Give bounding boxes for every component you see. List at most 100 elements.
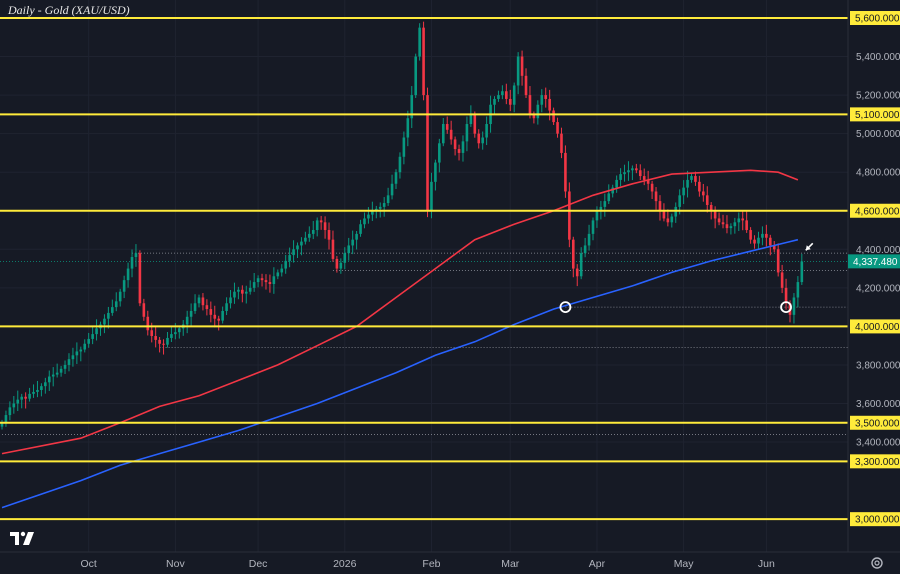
candle-body: [51, 374, 55, 377]
candle-body: [796, 282, 800, 298]
candle-body: [410, 95, 414, 119]
candle-body: [111, 307, 114, 313]
settings-gear-icon[interactable]: [870, 556, 884, 570]
candle-body: [765, 233, 768, 238]
candle-body: [327, 230, 331, 240]
candle-body: [308, 233, 311, 238]
candle-body: [355, 233, 358, 240]
candle-body: [36, 390, 39, 392]
candle-body: [564, 152, 567, 192]
candle-body: [572, 239, 575, 269]
candle-body: [339, 262, 343, 269]
candle-body: [256, 278, 260, 283]
candle-body: [382, 203, 386, 207]
candle-body: [260, 278, 264, 281]
price-tick-label: 3,400.000: [856, 438, 900, 449]
candle-body: [217, 318, 220, 321]
candle-body: [280, 268, 284, 273]
candle-body: [619, 174, 622, 180]
candle-body: [603, 201, 607, 207]
candle-body: [87, 338, 90, 344]
candle-body: [122, 280, 126, 292]
tradingview-logo-icon[interactable]: [9, 530, 35, 546]
candle-body: [174, 332, 177, 335]
candle-body: [154, 336, 157, 340]
candle-body: [635, 168, 638, 171]
level-price-tag: [850, 415, 900, 430]
candle-body: [749, 230, 752, 240]
candle-body: [359, 224, 362, 234]
candle-body: [568, 191, 571, 240]
candle-body: [28, 393, 31, 399]
candle-body: [418, 27, 421, 57]
candle-body: [166, 337, 169, 345]
candle-body: [477, 133, 481, 144]
candle-body: [520, 56, 524, 76]
candle-body: [252, 282, 256, 288]
candle-body: [268, 282, 272, 284]
time-tick-label: 2026: [333, 558, 357, 570]
candle-body: [587, 233, 591, 246]
candle-body: [292, 249, 295, 256]
level-price-label: 3,300.000: [855, 457, 900, 468]
candle-body: [713, 210, 717, 219]
candle-body: [575, 268, 579, 277]
candle-body: [717, 218, 721, 223]
price-tick-label: 4,800.000: [856, 168, 900, 179]
candle-body: [233, 291, 236, 298]
candle-body: [772, 245, 776, 250]
candle-body: [323, 222, 327, 231]
candle-body: [449, 129, 453, 140]
time-axis[interactable]: Oct Nov Dec 2026 Feb Mar Apr May Jun: [81, 558, 775, 570]
candle-body: [315, 220, 319, 231]
level-price-tag: [850, 203, 900, 218]
candle-body: [8, 407, 12, 416]
price-tick-label: 4,200.000: [856, 283, 900, 294]
candle-body: [532, 114, 536, 119]
price-tick-label: 3,600.000: [856, 399, 900, 410]
candle-body: [666, 218, 670, 223]
price-axis[interactable]: 3,400.000 3,600.000 3,800.000 4,200.000 4,40…: [848, 11, 900, 527]
candle-body: [63, 364, 67, 369]
candle-body: [83, 343, 87, 350]
candle-body: [193, 303, 197, 311]
candle-body: [654, 191, 658, 202]
candle-body: [434, 162, 437, 182]
candle-body: [560, 133, 563, 153]
candle-body: [698, 181, 701, 192]
candle-body: [607, 193, 611, 202]
level-price-label: 5,100.000: [855, 110, 900, 121]
candle-body: [528, 95, 532, 115]
candle-body: [335, 258, 339, 269]
candle-body: [426, 95, 429, 211]
markers: [559, 242, 814, 314]
candle-body: [761, 233, 764, 238]
candle-body: [343, 253, 347, 263]
time-tick-label: Feb: [422, 558, 440, 570]
candle-body: [438, 143, 441, 163]
level-price-label: 3,500.000: [855, 418, 900, 429]
chart-title: Daily - Gold (XAU/USD): [8, 3, 130, 17]
candle-body: [16, 399, 20, 404]
candle-body: [784, 287, 788, 304]
candle-body: [130, 257, 134, 269]
candle-body: [241, 289, 244, 294]
candle-body: [445, 124, 449, 130]
moving-average-line: [1, 169, 799, 455]
candle-body: [662, 210, 666, 219]
candle-body: [579, 253, 583, 277]
candle-body: [209, 309, 213, 315]
candle-body: [288, 255, 291, 261]
candle-body: [107, 312, 110, 319]
time-tick-label: Oct: [81, 558, 97, 570]
last-price-tag: [848, 254, 900, 269]
candle-body: [800, 261, 804, 283]
candle-body: [769, 237, 772, 246]
candle-body: [398, 156, 402, 173]
candle-body: [461, 141, 465, 153]
candle-body: [556, 122, 559, 134]
candle-body: [221, 310, 224, 321]
candle-body: [733, 222, 737, 227]
